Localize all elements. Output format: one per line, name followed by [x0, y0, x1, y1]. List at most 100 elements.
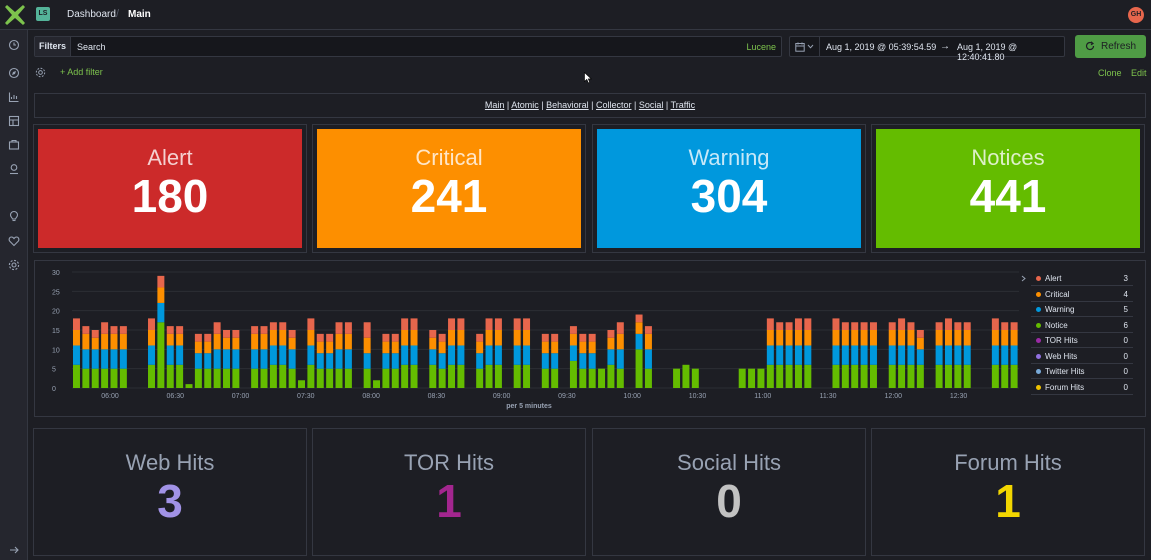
- bar-segment: [963, 330, 971, 346]
- compass-icon[interactable]: [8, 67, 20, 79]
- bar-segment: [944, 318, 952, 330]
- date-start[interactable]: Aug 1, 2019 @ 05:39:54.59: [826, 42, 937, 52]
- bar-segment: [410, 330, 418, 346]
- legend-dot-icon: [1036, 384, 1041, 390]
- bar-segment: [954, 364, 962, 388]
- bar-segment: [344, 349, 352, 369]
- visualize-icon[interactable]: [8, 91, 20, 103]
- bar-segment: [223, 349, 230, 369]
- legend-item-twitter-hits[interactable]: Twitter Hits 0: [1031, 364, 1133, 379]
- bar-segment: [523, 345, 531, 365]
- query-language-toggle[interactable]: Lucene: [746, 42, 776, 52]
- bar-segment: [523, 318, 531, 330]
- bar-segment: [916, 330, 924, 338]
- date-end[interactable]: Aug 1, 2019 @ 12:40:41.80: [957, 42, 1018, 62]
- bar-segment: [1001, 322, 1009, 330]
- legend-item-web-hits[interactable]: Web Hits 0: [1031, 349, 1133, 364]
- maps-icon[interactable]: [8, 163, 20, 175]
- bar-segment: [269, 322, 277, 330]
- space-avatar[interactable]: LS: [36, 7, 50, 21]
- bar-segment: [635, 333, 643, 350]
- quick-date-menu[interactable]: [790, 37, 820, 56]
- bar-segment: [607, 364, 615, 388]
- clock-icon[interactable]: [8, 39, 20, 51]
- bar-segment: [288, 349, 296, 369]
- bar-segment: [513, 345, 521, 365]
- bar-segment: [869, 364, 877, 388]
- legend-dot-icon: [1036, 291, 1041, 297]
- bar-segment: [916, 364, 924, 388]
- bar-segment: [644, 349, 652, 369]
- bar-segment: [476, 353, 484, 369]
- bar-segment: [110, 368, 118, 388]
- add-filter-link[interactable]: + Add filter: [60, 67, 103, 77]
- x-tick-label: 07:00: [232, 393, 250, 400]
- hit-value: 1: [995, 475, 1021, 527]
- bar-segment: [373, 380, 381, 388]
- nav-link-separator: |: [631, 100, 639, 110]
- nav-link-atomic[interactable]: Atomic: [511, 100, 539, 110]
- legend-name: Notice: [1045, 320, 1068, 330]
- legend-item-notice[interactable]: Notice 6: [1031, 318, 1133, 333]
- breadcrumb-dashboard[interactable]: Dashboard: [67, 9, 116, 20]
- nav-link-behavioral[interactable]: Behavioral: [546, 100, 589, 110]
- legend-item-critical[interactable]: Critical 4: [1031, 287, 1133, 302]
- bar-segment: [457, 330, 465, 346]
- x-axis-label: per 5 minutes: [506, 403, 552, 410]
- date-arrow: →: [940, 41, 950, 52]
- nav-link-social[interactable]: Social: [638, 100, 664, 110]
- bar-segment: [954, 322, 962, 330]
- y-tick-label: 0: [52, 386, 56, 393]
- bar-segment: [1010, 364, 1018, 388]
- nav-link-collector[interactable]: Collector: [596, 100, 632, 110]
- bar-segment: [73, 345, 80, 365]
- hit-label: TOR Hits: [403, 450, 495, 475]
- search-input[interactable]: [77, 37, 717, 56]
- collapse-nav-icon[interactable]: [8, 544, 20, 556]
- legend-item-warning[interactable]: Warning 5: [1031, 302, 1133, 317]
- canvas-icon[interactable]: [8, 139, 20, 151]
- refresh-button[interactable]: Refresh: [1075, 35, 1146, 58]
- bar-segment: [541, 353, 549, 369]
- bar-segment: [888, 345, 896, 365]
- bar-segment: [232, 337, 240, 350]
- bar-segment: [776, 330, 784, 346]
- filter-settings-gear-icon[interactable]: [35, 67, 46, 78]
- x-tick-label: 12:30: [950, 393, 968, 400]
- bar-segment: [860, 345, 868, 365]
- bar-segment: [269, 364, 277, 388]
- bar-segment: [279, 322, 287, 330]
- bar-segment: [157, 287, 165, 303]
- x-tick-label: 11:30: [820, 393, 837, 400]
- app-logo-icon[interactable]: [3, 3, 27, 27]
- legend-item-alert[interactable]: Alert 3: [1031, 271, 1133, 286]
- nav-link-main[interactable]: Main: [484, 100, 505, 110]
- clone-link[interactable]: Clone: [1098, 68, 1122, 78]
- bar-segment: [101, 368, 109, 388]
- bar-segment: [91, 349, 99, 369]
- bar-segment: [148, 364, 155, 388]
- bar-segment: [288, 368, 296, 388]
- bar-segment: [251, 349, 259, 369]
- x-tick-label: 08:30: [428, 393, 446, 400]
- bar-segment: [429, 337, 437, 350]
- bar-segment: [569, 333, 577, 346]
- management-icon[interactable]: [8, 259, 20, 271]
- legend-item-tor-hits[interactable]: TOR Hits 0: [1031, 333, 1133, 348]
- apm-icon[interactable]: [8, 210, 20, 222]
- bar-segment: [644, 326, 652, 334]
- user-avatar[interactable]: GH: [1128, 7, 1144, 23]
- bar-segment: [888, 364, 896, 388]
- uptime-icon[interactable]: [8, 235, 20, 247]
- bar-segment: [1001, 330, 1009, 346]
- nav-link-traffic[interactable]: Traffic: [670, 100, 696, 110]
- bar-segment: [251, 326, 259, 334]
- edit-link[interactable]: Edit: [1131, 68, 1147, 78]
- bar-segment: [448, 330, 456, 346]
- bar-segment: [438, 368, 446, 388]
- legend-toggle-chevron-icon[interactable]: [1020, 275, 1027, 282]
- bar-segment: [785, 364, 793, 388]
- dashboard-icon[interactable]: [8, 115, 20, 127]
- bar-segment: [204, 333, 212, 342]
- legend-item-forum-hits[interactable]: Forum Hits 0: [1031, 380, 1133, 395]
